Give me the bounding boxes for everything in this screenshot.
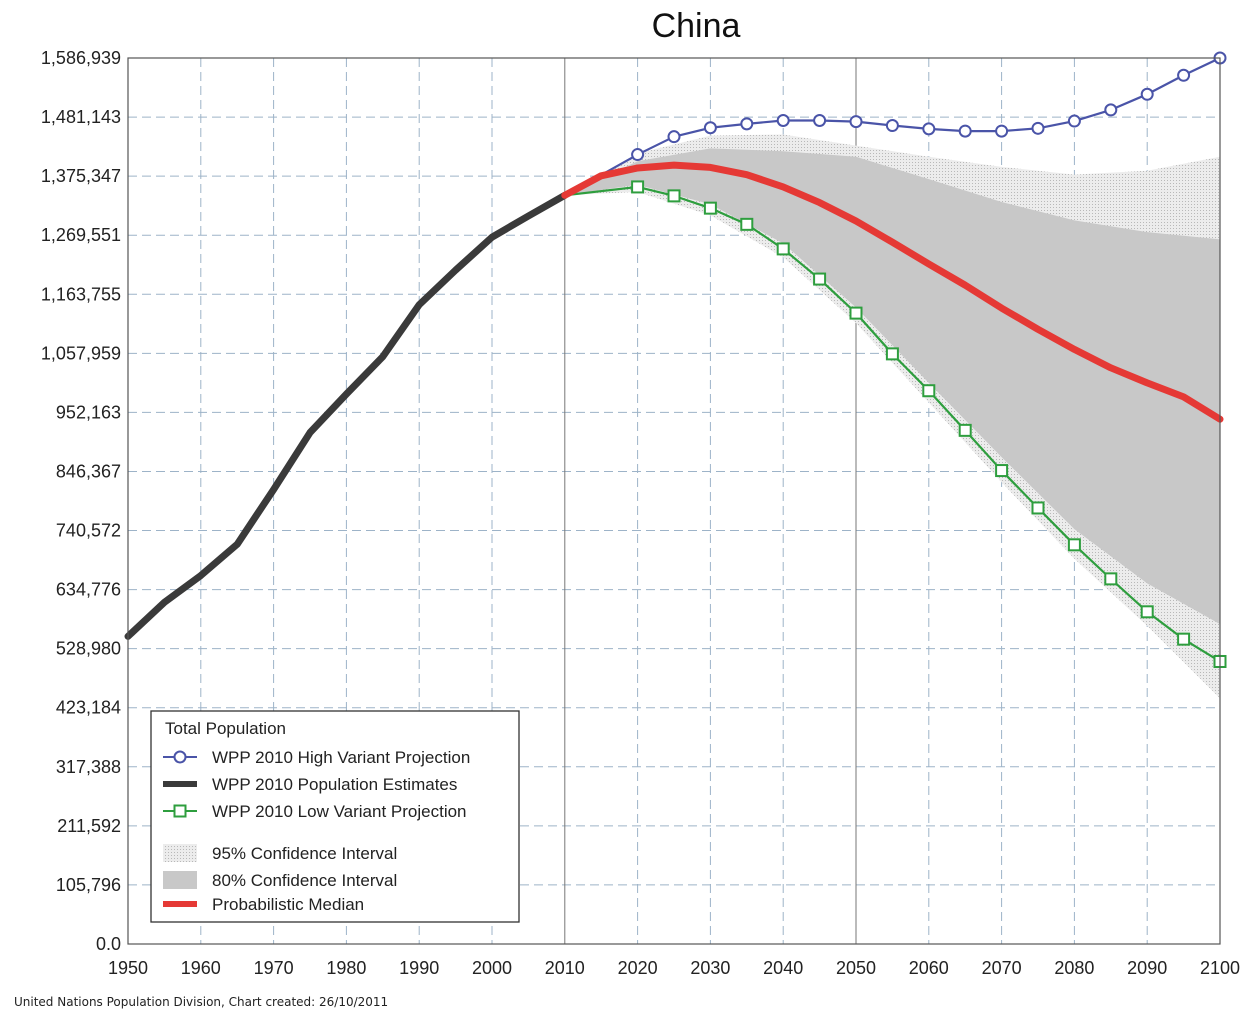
x-tick-label: 2010 [545, 958, 585, 978]
high-variant-point [1031, 121, 1045, 135]
high-variant-point [1067, 114, 1081, 128]
low-variant-point [1177, 632, 1191, 646]
plot-frame [127, 57, 1221, 945]
high-variant-point [776, 113, 790, 127]
legend-entry: WPP 2010 High Variant Projection [163, 748, 470, 767]
x-tick-label: 2020 [618, 958, 658, 978]
legend-swatch-band [163, 844, 197, 862]
y-tick-label: 1,481,143 [41, 107, 121, 127]
low-variant-point [885, 347, 899, 361]
legend-entry: 80% Confidence Interval [163, 871, 397, 890]
y-axis-ticks: 0.0 105,796 211,592 317,388 423,184 528,980 63… [41, 48, 121, 954]
low-variant-point [667, 189, 681, 203]
x-tick-label: 2080 [1054, 958, 1094, 978]
low-variant-point [1104, 572, 1118, 586]
y-tick-label: 105,796 [56, 875, 121, 895]
y-tick-label: 1,375,347 [41, 166, 121, 186]
legend-marker-square [173, 804, 187, 818]
low-variant-point [1067, 538, 1081, 552]
x-tick-label: 2100 [1200, 958, 1240, 978]
x-tick-label: 2040 [763, 958, 803, 978]
legend-label: 95% Confidence Interval [212, 844, 397, 863]
estimates-line [124, 191, 569, 640]
x-tick-label: 2030 [690, 958, 730, 978]
y-tick-label: 1,163,755 [41, 284, 121, 304]
low-variant-point [922, 384, 936, 398]
legend-box [150, 710, 520, 923]
y-tick-label: 0.0 [96, 934, 121, 954]
low-variant-point [995, 464, 1009, 478]
x-tick-label: 1980 [326, 958, 366, 978]
y-tick-label: 211,592 [57, 816, 121, 836]
y-tick-label: 846,367 [56, 461, 121, 481]
band-80-confidence [564, 148, 1220, 625]
high-variant-point [922, 122, 936, 136]
high-variant-point [849, 115, 863, 129]
y-tick-label: 634,776 [56, 580, 121, 600]
x-tick-label: 2060 [909, 958, 949, 978]
x-tick-label: 2050 [836, 958, 876, 978]
y-tick-label: 952,163 [56, 402, 121, 422]
median-line [561, 161, 1224, 423]
low-variant-point [849, 306, 863, 320]
high-variant-point [1104, 103, 1118, 117]
y-tick-label: 1,057,959 [41, 343, 121, 363]
x-tick-label: 1960 [181, 958, 221, 978]
series-markers [631, 51, 1227, 668]
legend-entry: WPP 2010 Population Estimates [163, 775, 457, 794]
x-tick-label: 1990 [399, 958, 439, 978]
low-variant-point [776, 242, 790, 256]
legend: Total Population WPP 2010 High Variant P… [150, 710, 520, 923]
y-tick-label: 1,269,551 [41, 225, 121, 245]
low-variant-point [1031, 501, 1045, 515]
high-variant-point [1140, 87, 1154, 101]
high-variant-point [667, 130, 681, 144]
legend-label: WPP 2010 Low Variant Projection [212, 802, 467, 821]
legend-label: Probabilistic Median [212, 895, 364, 914]
y-tick-label: 740,572 [56, 521, 121, 541]
low-variant-point [958, 423, 972, 437]
legend-entry: WPP 2010 Low Variant Projection [163, 802, 467, 821]
high-variant-point [1177, 68, 1191, 82]
low-variant-point [740, 217, 754, 231]
y-tick-label: 423,184 [56, 698, 121, 718]
low-variant-point [813, 272, 827, 286]
legend-entry: Probabilistic Median [163, 895, 364, 914]
y-tick-label: 528,980 [56, 639, 121, 659]
low-variant-point [703, 201, 717, 215]
low-variant-point [631, 180, 645, 194]
high-variant-point [631, 148, 645, 162]
x-axis-ticks: 1950 1960 1970 1980 1990 2000 2010 2020 2030 2040… [108, 958, 1240, 978]
footer-note: United Nations Population Division, Char… [14, 995, 389, 1009]
high-variant-point [995, 124, 1009, 138]
legend-entry: 95% Confidence Interval [163, 844, 397, 863]
high-variant-point [958, 124, 972, 138]
high-variant-point [703, 121, 717, 135]
legend-label: WPP 2010 High Variant Projection [212, 748, 470, 767]
x-tick-label: 2070 [982, 958, 1022, 978]
legend-label: 80% Confidence Interval [212, 871, 397, 890]
confidence-bands [564, 134, 1220, 699]
high-variant-point [813, 113, 827, 127]
legend-title: Total Population [165, 719, 286, 738]
y-tick-label: 317,388 [56, 757, 121, 777]
legend-swatch-band [163, 871, 197, 889]
high-variant-point [885, 119, 899, 133]
x-tick-label: 2000 [472, 958, 512, 978]
legend-marker-circle [173, 750, 187, 764]
high-variant-point [740, 117, 754, 131]
x-tick-label: 1950 [108, 958, 148, 978]
x-tick-label: 1970 [254, 958, 294, 978]
x-tick-label: 2090 [1127, 958, 1167, 978]
chart-title: China [652, 7, 741, 45]
low-variant-point [1140, 605, 1154, 619]
y-tick-label: 1,586,939 [41, 48, 121, 68]
legend-label: WPP 2010 Population Estimates [212, 775, 457, 794]
